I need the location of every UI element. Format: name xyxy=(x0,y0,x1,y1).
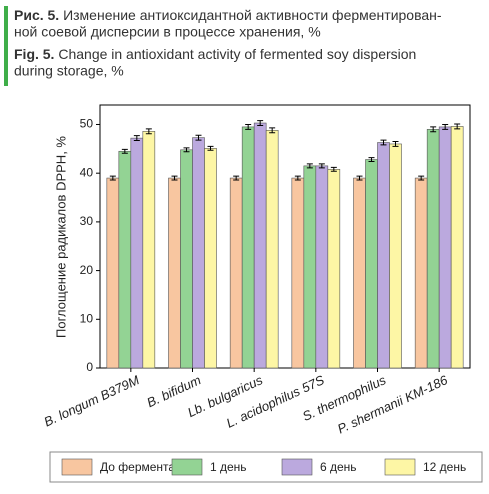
error-bar xyxy=(392,141,399,147)
error-bar xyxy=(195,134,202,141)
bar xyxy=(241,126,255,369)
legend-swatch xyxy=(384,458,416,476)
bar xyxy=(377,142,390,369)
bar xyxy=(303,165,317,369)
error-bar xyxy=(356,175,363,181)
bar xyxy=(180,149,193,369)
bar xyxy=(327,168,341,369)
caption-ru-label: Рис. 5. xyxy=(14,7,59,23)
bar xyxy=(130,137,144,369)
bar xyxy=(204,148,217,369)
error-bar xyxy=(330,166,337,172)
error-bar xyxy=(368,157,375,162)
error-bar xyxy=(454,123,461,130)
legend-label: 12 день xyxy=(423,460,466,474)
error-bar xyxy=(109,175,116,181)
bar xyxy=(253,122,267,369)
caption-en-label: Fig. 5. xyxy=(14,46,54,62)
legend-swatch xyxy=(61,458,93,476)
error-bar xyxy=(257,120,264,126)
bar xyxy=(438,126,452,369)
plot-frame xyxy=(99,104,471,369)
bar xyxy=(118,150,132,369)
legend-label: 1 день xyxy=(210,460,247,474)
bar xyxy=(450,126,464,369)
error-bar xyxy=(171,175,178,181)
error-bar xyxy=(442,123,449,130)
error-bar xyxy=(318,163,325,169)
y-axis-label: Поглощение радикалов DPPH, % xyxy=(53,136,68,338)
bar xyxy=(426,129,440,369)
caption-ru-line: Изменение антиоксидантной активности фер… xyxy=(63,7,442,23)
bar xyxy=(229,177,243,369)
accent-bar xyxy=(4,6,8,86)
error-bar xyxy=(418,175,425,181)
error-bar xyxy=(145,128,152,135)
bar xyxy=(106,177,120,369)
y-tick-label: 0 xyxy=(86,360,93,374)
error-bar xyxy=(233,175,240,181)
caption-en-line: during storage, % xyxy=(14,63,124,79)
x-tick-label: P. shermanii KM-186 xyxy=(335,372,451,437)
bar xyxy=(168,177,181,369)
legend-label: 6 день xyxy=(320,460,357,474)
bar xyxy=(315,165,329,369)
error-bar xyxy=(245,123,252,130)
bar xyxy=(142,131,156,369)
legend-swatch xyxy=(281,458,313,476)
bar xyxy=(365,159,378,369)
y-tick-label: 20 xyxy=(80,263,94,277)
error-bar xyxy=(380,139,387,146)
bar xyxy=(192,137,205,369)
error-bar xyxy=(269,127,276,134)
bar xyxy=(389,143,402,369)
y-tick-label: 30 xyxy=(80,214,94,228)
bar xyxy=(353,177,366,369)
bar xyxy=(414,177,428,369)
error-bar xyxy=(294,175,301,181)
error-bar xyxy=(430,126,437,133)
caption-en-line: Change in antioxidant activity of fermen… xyxy=(58,46,416,62)
error-bar xyxy=(306,163,313,169)
legend-label: До ферментации xyxy=(100,460,195,474)
legend-box xyxy=(49,451,483,483)
caption-ru: Рис. 5. Изменение антиоксидантной активн… xyxy=(14,7,442,23)
bar xyxy=(265,130,279,369)
error-bar xyxy=(183,147,190,153)
x-tick-label: B. longum B379M xyxy=(42,372,142,429)
y-tick-label: 50 xyxy=(80,117,94,131)
bar xyxy=(291,177,305,369)
caption-ru-line: ной соевой дисперсии в процессе хранения… xyxy=(14,24,321,40)
y-tick-label: 40 xyxy=(80,165,94,179)
y-tick-label: 10 xyxy=(80,311,94,325)
caption-en: Fig. 5. Change in antioxidant activity o… xyxy=(14,46,416,62)
error-bar xyxy=(121,148,128,154)
legend-swatch xyxy=(171,458,203,476)
error-bar xyxy=(133,135,140,142)
error-bar xyxy=(207,145,214,151)
